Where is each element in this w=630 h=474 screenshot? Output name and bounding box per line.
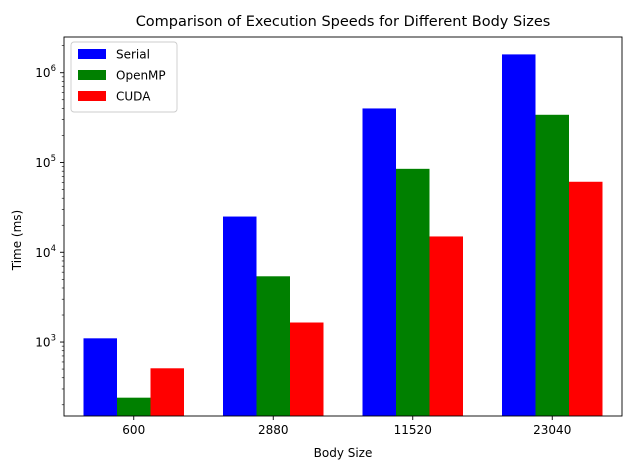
y-tick-label-3: 103 [35,334,56,350]
y-tick-label-6: 106 [35,64,56,80]
bar-serial-11520 [362,108,396,416]
x-tick-label-23040: 23040 [533,423,571,437]
bar-serial-2880 [223,216,257,416]
bar-cuda-11520 [429,236,463,416]
bar-serial-23040 [502,54,536,416]
bar-openmp-600 [117,397,151,416]
legend-label-serial: Serial [116,48,150,62]
x-tick-label-11520: 11520 [394,423,432,437]
legend-swatch-openmp [78,70,106,80]
y-axis-label: Time (ms) [10,210,24,272]
bar-openmp-2880 [256,276,290,416]
legend-swatch-cuda [78,91,106,101]
x-axis-label: Body Size [314,446,373,460]
chart-title: Comparison of Execution Speeds for Diffe… [136,14,551,30]
bar-cuda-23040 [569,181,603,416]
bar-openmp-11520 [396,168,430,416]
bar-cuda-2880 [290,322,324,416]
plot-frame [63,36,623,417]
bar-openmp-23040 [535,114,569,416]
bar-serial-600 [83,338,117,416]
bar-cuda-600 [150,368,184,416]
legend: Serial OpenMP CUDA [70,41,178,113]
y-tick-label-4: 104 [35,244,56,260]
axes-group: 600 2880 11520 23040 103 104 105 106 [35,36,623,437]
legend-swatch-serial [78,49,106,59]
y-tick-label-5: 105 [35,154,56,170]
x-tick-label-600: 600 [122,423,145,437]
legend-label-cuda: CUDA [116,90,151,104]
bars-group [83,54,603,416]
x-tick-label-2880: 2880 [258,423,289,437]
legend-label-openmp: OpenMP [116,69,166,83]
